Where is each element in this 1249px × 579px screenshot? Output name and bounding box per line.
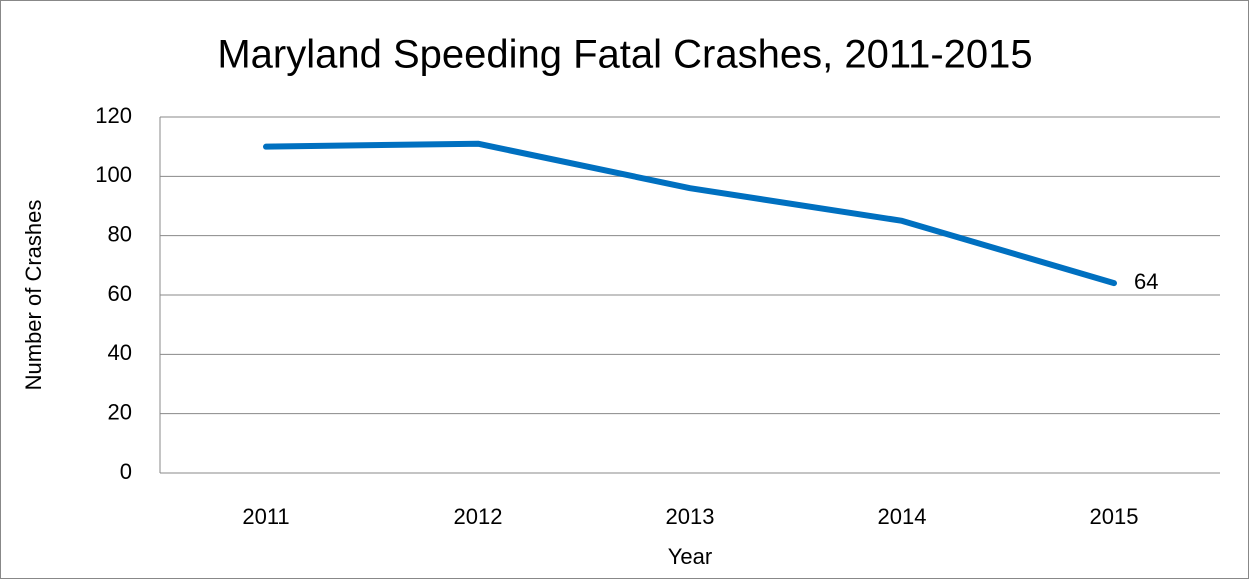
- y-axis-label: Number of Crashes: [21, 200, 46, 391]
- y-tick-label: 80: [108, 221, 132, 246]
- y-tick-label: 60: [108, 281, 132, 306]
- x-tick-label: 2011: [242, 504, 289, 529]
- data-label: 64: [1134, 269, 1158, 294]
- x-tick-label: 2013: [666, 504, 715, 529]
- x-tick-label: 2014: [878, 504, 927, 529]
- y-tick-label: 40: [108, 340, 132, 365]
- x-tick-label: 2015: [1090, 504, 1139, 529]
- chart-title: Maryland Speeding Fatal Crashes, 2011-20…: [217, 33, 1032, 77]
- y-tick-label: 20: [108, 399, 132, 424]
- x-axis-label: Year: [668, 544, 712, 569]
- y-tick-label: 120: [95, 103, 132, 128]
- y-tick-label: 100: [95, 162, 132, 187]
- y-tick-label: 0: [120, 459, 132, 484]
- x-tick-label: 2012: [454, 504, 503, 529]
- line-series: [263, 140, 1117, 287]
